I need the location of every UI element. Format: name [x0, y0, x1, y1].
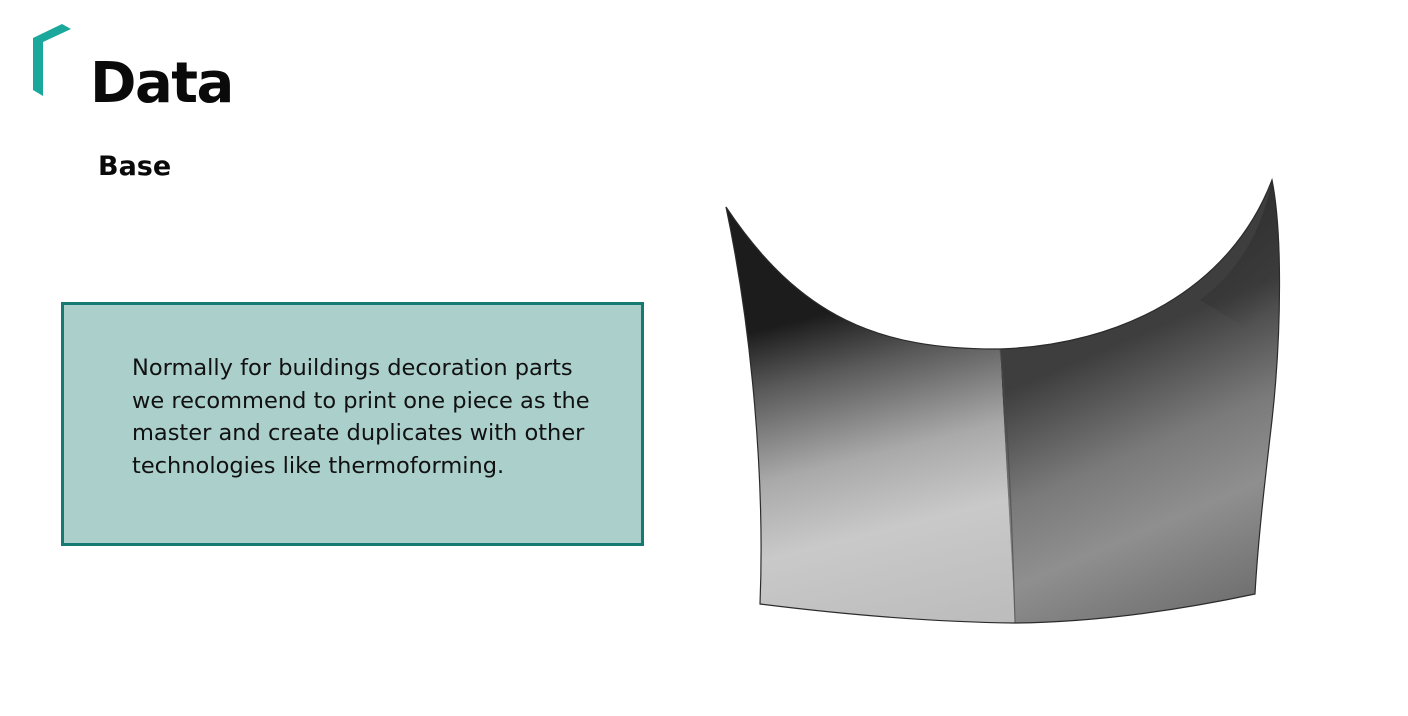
page-title: Data: [90, 51, 234, 116]
panel-seam: [999, 348, 1016, 624]
panel-left-face: [726, 207, 1015, 623]
panel-right-edge-shade: [1200, 180, 1281, 350]
note-box: Normally for buildings decoration parts …: [61, 302, 644, 546]
corner-bracket-icon: [33, 24, 71, 96]
curved-panel-render: [725, 177, 1281, 624]
note-text: Normally for buildings decoration parts …: [132, 355, 590, 479]
section-subtitle: Base: [98, 151, 172, 182]
panel-right-face: [1000, 180, 1280, 623]
panel-outline: [725, 177, 1281, 624]
